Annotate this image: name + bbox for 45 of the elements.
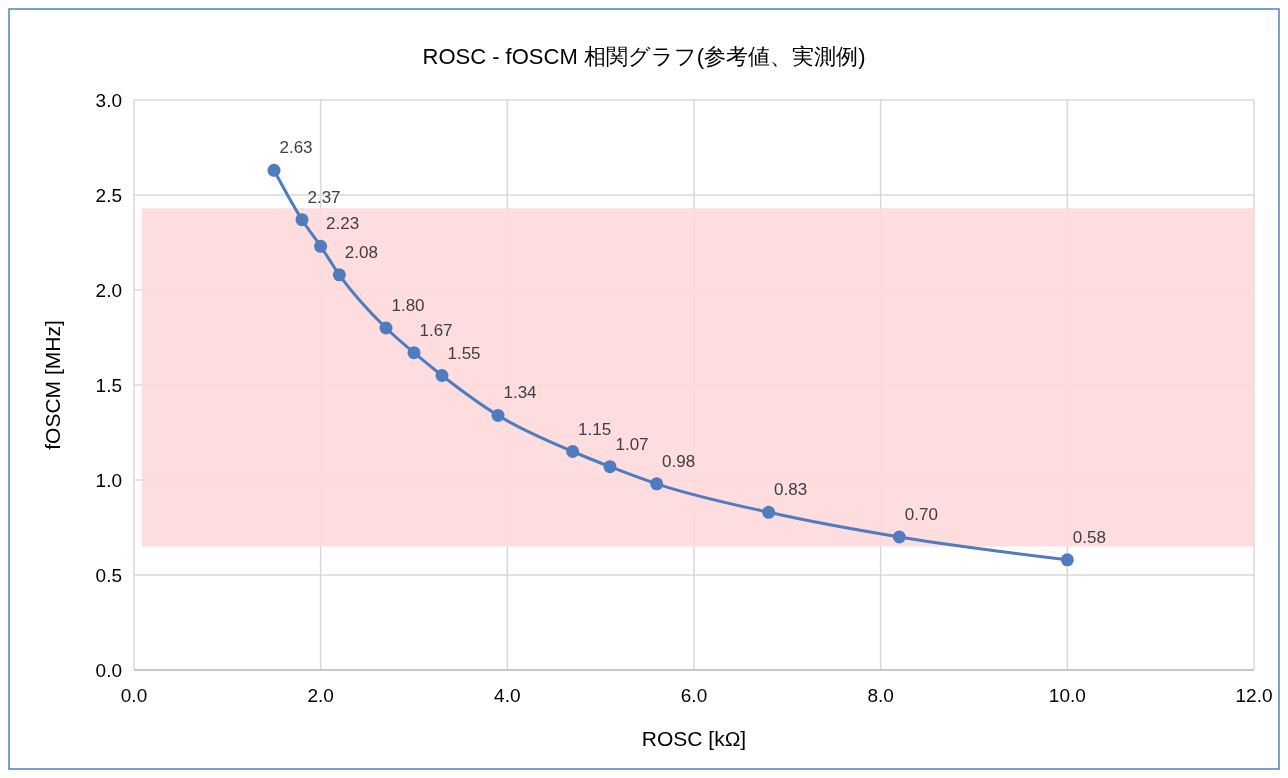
y-tick-label: 3.0 [95, 90, 122, 111]
chart-title: ROSC - fOSCM 相関グラフ(参考値、実測例) [422, 44, 866, 69]
data-label: 0.98 [662, 451, 696, 471]
data-label: 0.83 [774, 480, 808, 500]
x-tick-label: 4.0 [494, 685, 521, 706]
point [491, 408, 505, 422]
y-tick-label: 0.5 [95, 565, 122, 586]
y-tick-label: 0.0 [95, 660, 122, 681]
point [295, 213, 309, 227]
point [650, 477, 664, 491]
point [435, 369, 449, 382]
data-label: 2.63 [279, 138, 313, 158]
point [267, 163, 281, 177]
point [314, 239, 328, 253]
data-label: 1.34 [503, 383, 537, 403]
point [407, 346, 421, 360]
data-label: 1.55 [447, 343, 481, 363]
data-label: 0.70 [904, 505, 938, 524]
data-label: 2.08 [344, 242, 378, 262]
data-label: 1.67 [419, 320, 453, 340]
y-tick-label: 1.5 [95, 375, 122, 396]
data-label: 0.58 [1072, 527, 1106, 547]
x-tick-label: 6.0 [680, 685, 708, 706]
x-tick-label: 8.0 [867, 685, 894, 706]
point [379, 321, 393, 335]
point [332, 268, 346, 282]
x-tick-label: 12.0 [1235, 685, 1273, 706]
x-axis-title: ROSC [kΩ] [641, 727, 747, 750]
y-tick-label: 2.0 [95, 280, 122, 301]
data-label: 1.07 [615, 434, 649, 454]
data-label: 1.15 [578, 419, 612, 439]
point [1060, 553, 1074, 567]
y-tick-label: 2.5 [95, 185, 122, 206]
point [603, 460, 617, 474]
point [762, 505, 776, 519]
point [892, 530, 906, 544]
data-label: 1.80 [391, 296, 425, 315]
data-label: 2.37 [307, 187, 341, 207]
x-tick-label: 2.0 [307, 685, 334, 706]
point [566, 445, 580, 458]
x-tick-label: 0.0 [120, 685, 148, 706]
data-label: 2.23 [326, 214, 360, 234]
x-tick-label: 10.0 [1048, 685, 1086, 706]
y-tick-label: 1.0 [95, 470, 122, 491]
y-axis-title: fOSCM [MHz] [41, 320, 64, 450]
